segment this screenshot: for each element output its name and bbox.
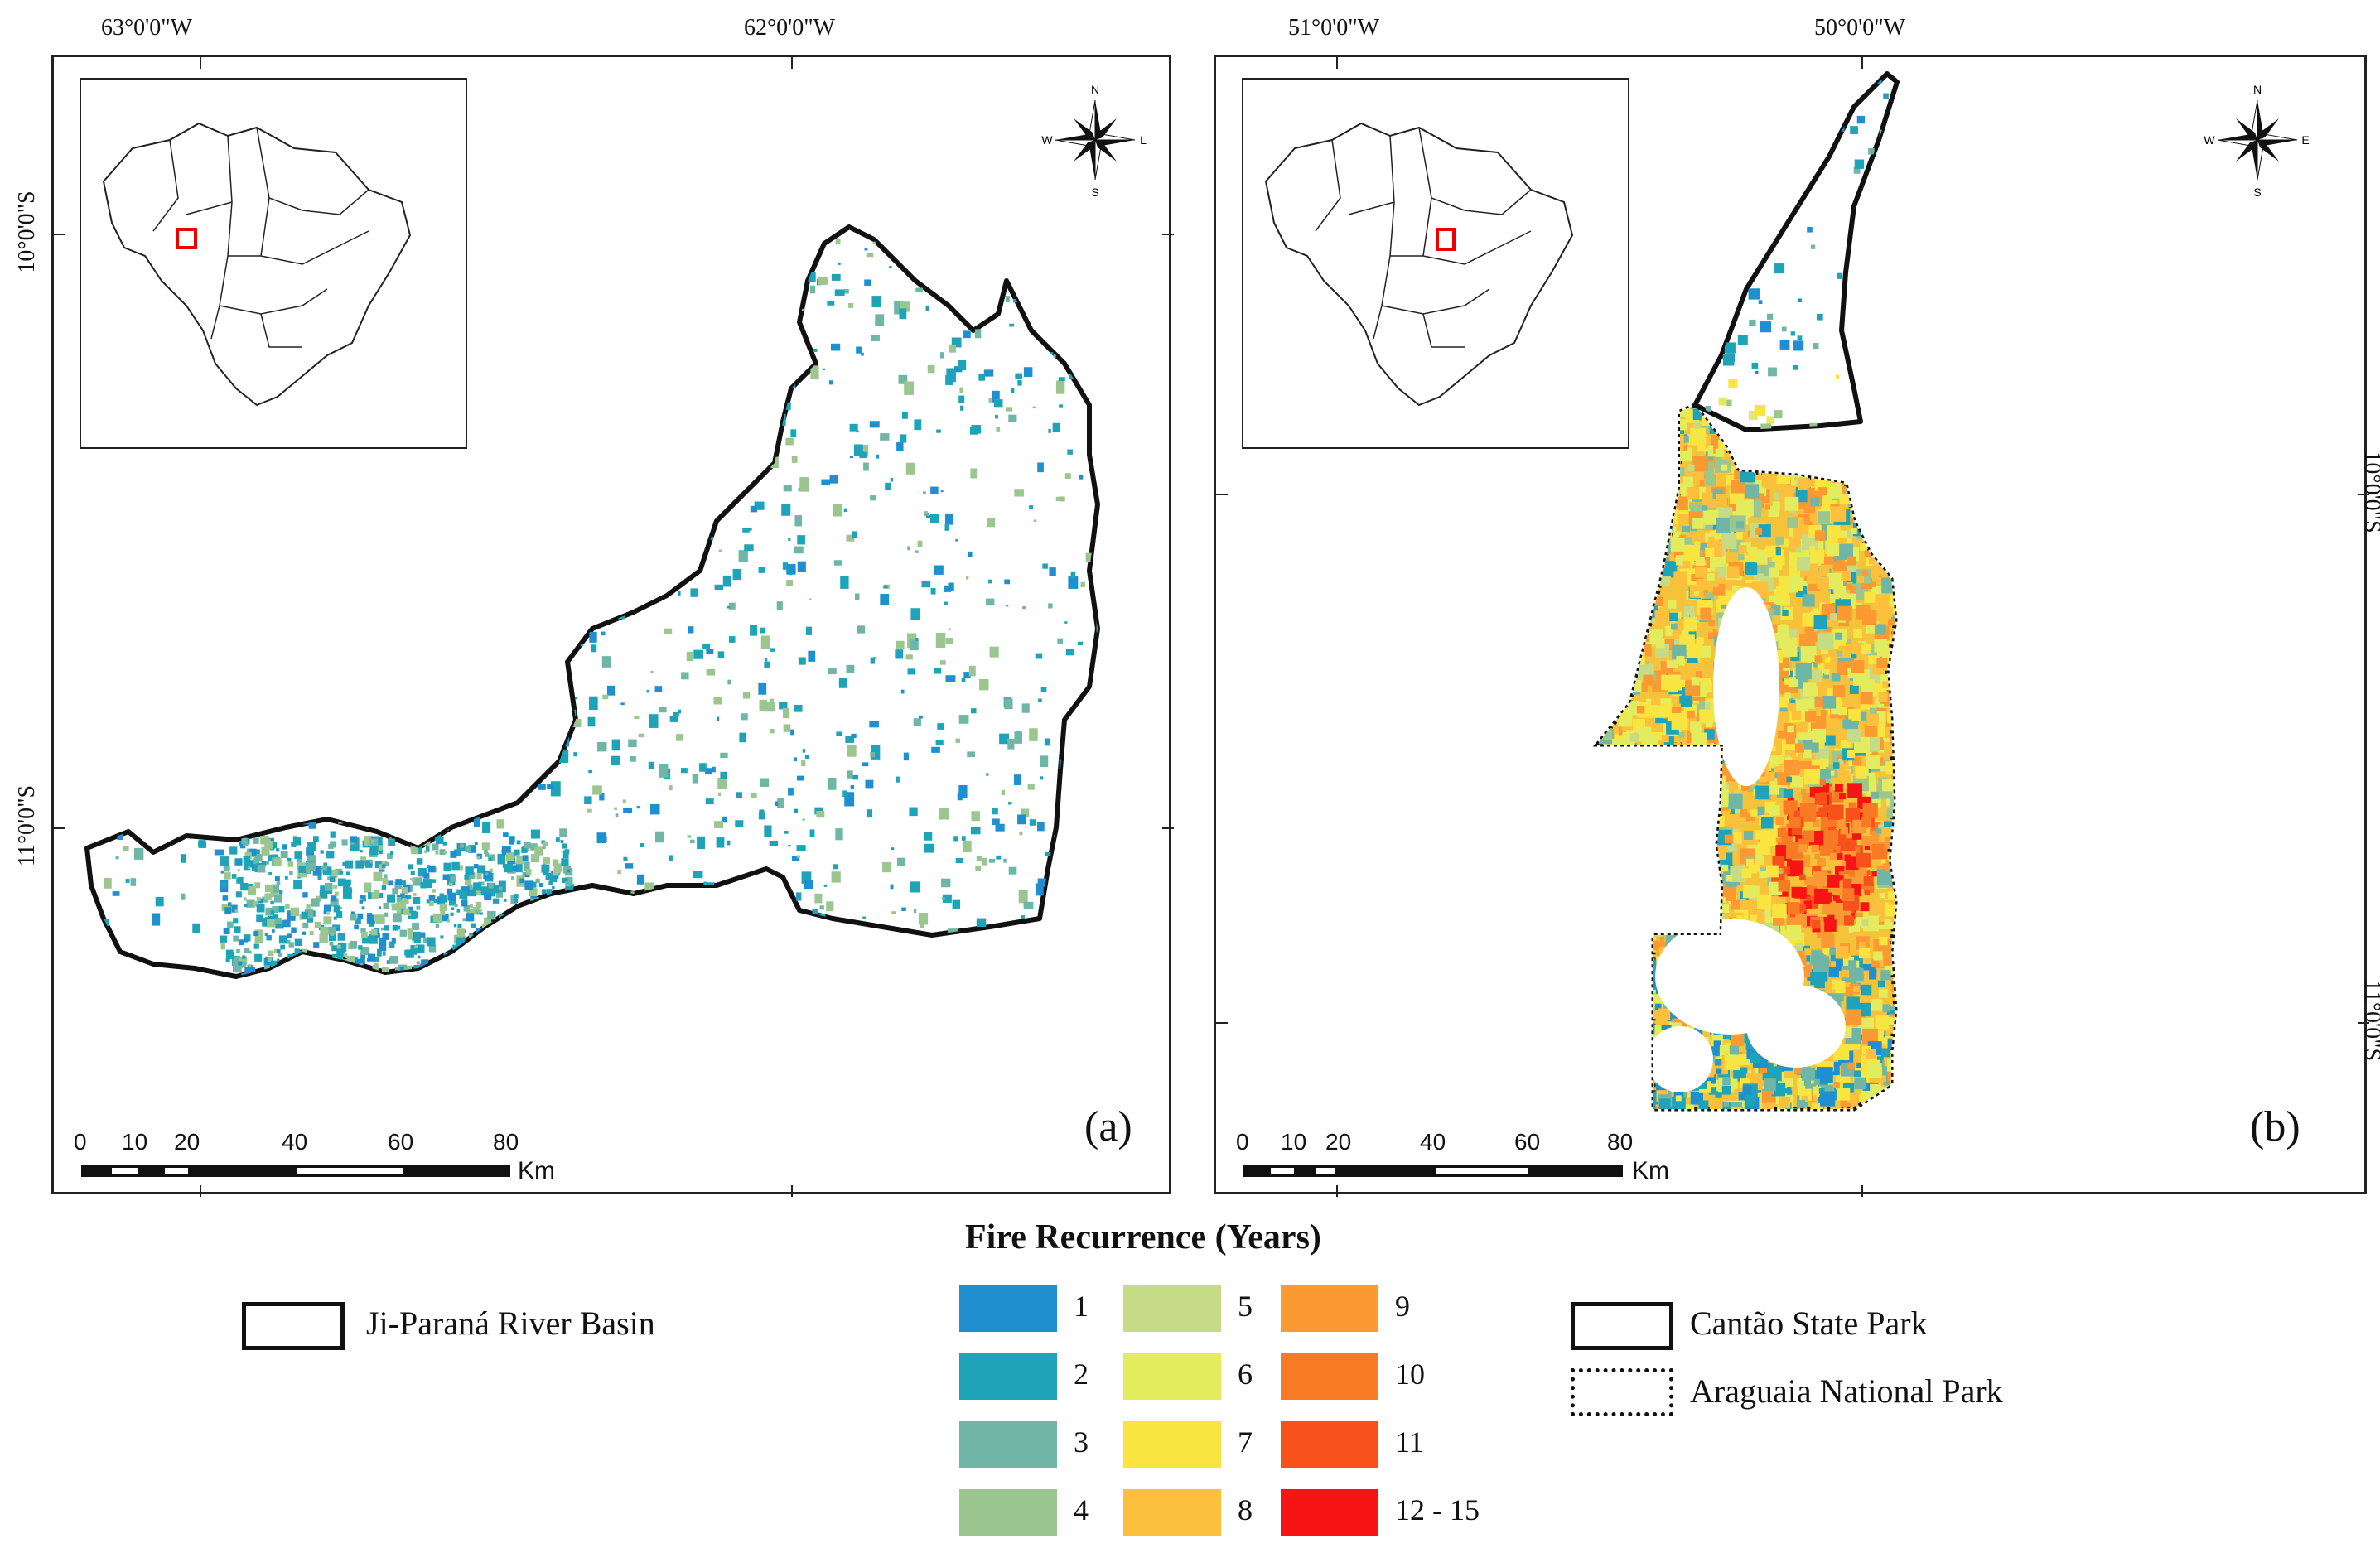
panel-label-b: (b) bbox=[2250, 1103, 2300, 1150]
scale-tick-b-80: 80 bbox=[1607, 1129, 1634, 1155]
legend-symbol-solid-cantao bbox=[1571, 1302, 1673, 1350]
scale-tick-b-0: 0 bbox=[1236, 1129, 1249, 1155]
inset-brazil-map-a bbox=[80, 78, 467, 449]
scale-tick-b-10: 10 bbox=[1281, 1129, 1307, 1155]
scale-unit-a: Km bbox=[518, 1157, 555, 1184]
legend-swatch-6 bbox=[1123, 1353, 1221, 1400]
lat-label-a-2: 11°0'0"S bbox=[14, 784, 40, 867]
scale-tick-a-0: 0 bbox=[74, 1129, 87, 1155]
legend-swatch-3 bbox=[959, 1421, 1057, 1468]
legend-title: Fire Recurrence (Years) bbox=[965, 1218, 1321, 1256]
scale-tick-a-60: 60 bbox=[388, 1129, 414, 1155]
compass-e-a: L bbox=[1140, 133, 1147, 147]
legend-label-ji-parana: Ji-Paraná River Basin bbox=[366, 1305, 655, 1342]
lat-label-b-1: 10°0'0"S bbox=[2359, 451, 2380, 533]
compass-w-a: W bbox=[1041, 133, 1053, 147]
legend-swatch-12-15 bbox=[1281, 1489, 1378, 1536]
legend-swatch-5 bbox=[1123, 1285, 1221, 1332]
map-a-canvas: N S L W bbox=[54, 57, 1174, 1197]
legend-label-12-15: 12 - 15 bbox=[1395, 1493, 1480, 1526]
legend-swatch-2 bbox=[959, 1353, 1057, 1400]
lon-label-b-1: 51°0'0"W bbox=[1287, 15, 1380, 41]
north-arrow-b: N S E W bbox=[2204, 83, 2309, 199]
scale-tick-a-80: 80 bbox=[493, 1129, 519, 1155]
legend-label-9: 9 bbox=[1395, 1290, 1410, 1323]
scale-tick-a-10: 10 bbox=[122, 1129, 148, 1155]
map-panel-b: N S E W 0 10 20 40 60 80 Km (b) bbox=[1214, 55, 2369, 1197]
legend-label-araguaia: Araguaia National Park bbox=[1690, 1372, 2003, 1410]
lat-label-a-1: 10°0'0"S bbox=[14, 191, 40, 273]
north-arrow-a: N S L W bbox=[1041, 83, 1147, 199]
compass-s-b: S bbox=[2253, 186, 2261, 199]
compass-n-b: N bbox=[2253, 83, 2262, 96]
legend-label-cantao: Cantão State Park bbox=[1690, 1305, 1928, 1342]
legend-label-1: 1 bbox=[1074, 1290, 1089, 1323]
lon-label-a-2: 62°0'0"W bbox=[743, 15, 836, 41]
scale-unit-b: Km bbox=[1632, 1157, 1669, 1184]
study-area-marker-a bbox=[176, 228, 197, 249]
lon-label-b-2: 50°0'0"W bbox=[1813, 15, 1906, 41]
legend-swatch-8 bbox=[1123, 1489, 1221, 1536]
scale-tick-a-20: 20 bbox=[174, 1129, 200, 1155]
lon-label-a-1: 63°0'0"W bbox=[100, 15, 193, 41]
scale-tick-b-60: 60 bbox=[1514, 1129, 1541, 1155]
legend-label-8: 8 bbox=[1238, 1493, 1253, 1526]
compass-n-a: N bbox=[1091, 83, 1099, 96]
legend-swatch-4 bbox=[959, 1489, 1057, 1536]
legend-swatch-10 bbox=[1281, 1353, 1378, 1400]
legend-swatch-1 bbox=[959, 1285, 1057, 1332]
legend-label-2: 2 bbox=[1074, 1358, 1089, 1391]
legend-label-11: 11 bbox=[1395, 1425, 1424, 1459]
araguaia-national-park bbox=[1592, 402, 1898, 1112]
legend-swatch-9 bbox=[1281, 1285, 1378, 1332]
legend-swatch-7 bbox=[1123, 1421, 1221, 1468]
legend-label-4: 4 bbox=[1074, 1493, 1089, 1526]
compass-e-b: E bbox=[2301, 133, 2309, 147]
legend-swatch-11 bbox=[1281, 1421, 1378, 1468]
legend-label-5: 5 bbox=[1238, 1290, 1253, 1323]
map-panel-a: N S L W 0 10 20 40 60 80 Km (a) bbox=[51, 55, 1174, 1197]
scale-tick-b-40: 40 bbox=[1420, 1129, 1446, 1155]
legend-label-10: 10 bbox=[1395, 1358, 1425, 1391]
compass-w-b: W bbox=[2204, 133, 2215, 147]
inset-brazil-map-b bbox=[1242, 78, 1629, 449]
legend-label-3: 3 bbox=[1074, 1425, 1089, 1459]
legend-label-6: 6 bbox=[1238, 1358, 1253, 1391]
scale-bar-a bbox=[81, 1165, 510, 1177]
map-b-canvas: N S E W bbox=[1216, 57, 2369, 1197]
scale-tick-b-20: 20 bbox=[1325, 1129, 1352, 1155]
scale-tick-a-40: 40 bbox=[282, 1129, 308, 1155]
legend-label-7: 7 bbox=[1238, 1425, 1253, 1459]
study-area-marker-b bbox=[1436, 228, 1456, 251]
cantao-state-park bbox=[1692, 71, 1900, 432]
scale-bar-b bbox=[1243, 1165, 1623, 1177]
panel-label-a: (a) bbox=[1084, 1103, 1132, 1150]
compass-s-a: S bbox=[1091, 186, 1098, 199]
legend-symbol-dotted bbox=[1571, 1368, 1673, 1416]
legend-symbol-solid bbox=[242, 1302, 345, 1350]
lat-label-b-2: 11°0'0"S bbox=[2359, 979, 2380, 1062]
